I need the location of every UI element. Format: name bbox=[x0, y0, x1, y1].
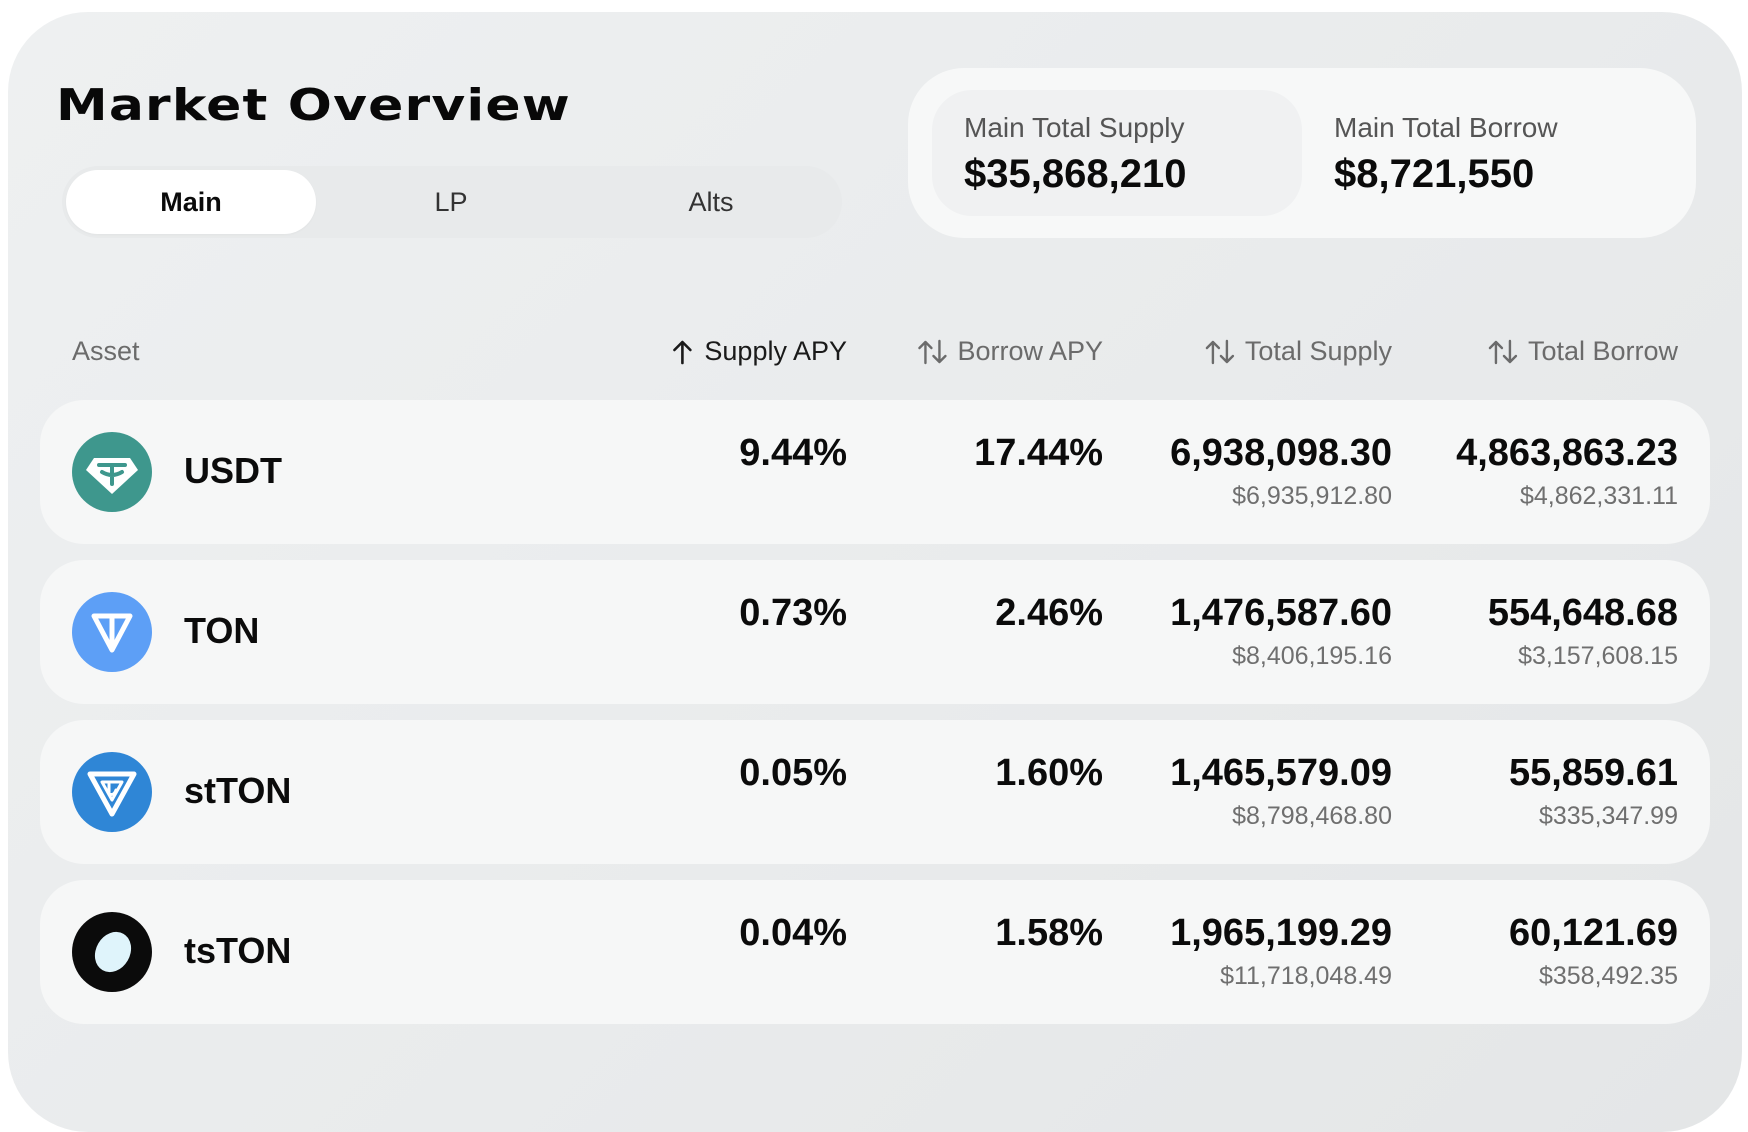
sort-updown-icon bbox=[918, 339, 947, 364]
column-header-total-supply-label: Total Supply bbox=[1244, 336, 1392, 366]
total-supply-amount: 1,476,587.60 bbox=[1170, 592, 1392, 634]
total-supply-usd: $11,718,048.49 bbox=[1220, 962, 1392, 990]
total-supply-value: $35,868,210 bbox=[964, 152, 1187, 196]
supply-apy: 0.73% bbox=[739, 592, 847, 634]
table-row-ton[interactable]: TON 0.73% 2.46% 1,476,587.60 $8,406,195.… bbox=[40, 560, 1710, 704]
total-supply-card: Main Total Supply $35,868,210 bbox=[932, 90, 1302, 216]
borrow-apy: 2.46% bbox=[995, 592, 1103, 634]
supply-apy: 0.05% bbox=[739, 752, 847, 794]
table-row-tston[interactable]: tsTON 0.04% 1.58% 1,965,199.29 $11,718,0… bbox=[40, 880, 1710, 1024]
borrow-apy: 1.60% bbox=[995, 752, 1103, 794]
total-supply-usd: $8,406,195.16 bbox=[1232, 642, 1392, 670]
supply-apy: 9.44% bbox=[739, 432, 847, 474]
total-supply-usd: $8,798,468.80 bbox=[1232, 802, 1392, 830]
borrow-apy: 1.58% bbox=[995, 912, 1103, 954]
ton-icon bbox=[72, 592, 152, 672]
total-borrow-value: $8,721,550 bbox=[1334, 152, 1535, 196]
table-row-usdt[interactable]: USDT 9.44% 17.44% 6,938,098.30 $6,935,91… bbox=[40, 400, 1710, 544]
supply-apy: 0.04% bbox=[739, 912, 847, 954]
borrow-apy: 17.44% bbox=[974, 432, 1103, 474]
page-title: Market Overview bbox=[56, 80, 571, 131]
tab-alts[interactable]: Alts bbox=[688, 186, 734, 217]
asset-name: tsTON bbox=[184, 930, 292, 971]
column-header-total-borrow-label: Total Borrow bbox=[1527, 336, 1678, 366]
total-supply-amount: 1,465,579.09 bbox=[1170, 752, 1392, 794]
total-borrow-usd: $3,157,608.15 bbox=[1518, 642, 1678, 670]
column-header-borrow-apy-label: Borrow APY bbox=[957, 336, 1103, 366]
arrow-up-icon bbox=[673, 340, 692, 364]
total-supply-amount: 1,965,199.29 bbox=[1170, 912, 1392, 954]
market-tabs: Main LP Alts bbox=[62, 166, 842, 238]
total-borrow-amount: 55,859.61 bbox=[1508, 752, 1678, 794]
column-header-total-supply[interactable]: Total Supply bbox=[1205, 336, 1392, 367]
asset-name: USDT bbox=[184, 450, 282, 491]
total-supply-usd: $6,935,912.80 bbox=[1232, 482, 1392, 510]
asset-name: stTON bbox=[184, 770, 292, 811]
total-borrow-usd: $335,347.99 bbox=[1538, 802, 1678, 830]
column-header-asset-label: Asset bbox=[72, 336, 140, 366]
total-borrow-amount: 554,648.68 bbox=[1487, 592, 1678, 634]
total-borrow-usd: $4,862,331.11 bbox=[1519, 482, 1678, 510]
tston-icon bbox=[72, 912, 152, 992]
usdt-icon bbox=[72, 432, 152, 512]
sort-updown-icon bbox=[1488, 339, 1518, 364]
total-supply-label: Main Total Supply bbox=[964, 112, 1185, 143]
totals-summary: Main Total Supply $35,868,210 Main Total… bbox=[908, 68, 1696, 238]
total-borrow-amount: 4,863,863.23 bbox=[1456, 432, 1678, 474]
tab-main[interactable]: Main bbox=[66, 170, 316, 234]
stton-icon bbox=[72, 752, 152, 832]
column-header-borrow-apy[interactable]: Borrow APY bbox=[917, 336, 1103, 367]
column-header-asset: Asset bbox=[72, 336, 140, 367]
total-borrow-usd: $358,492.35 bbox=[1538, 962, 1678, 990]
sort-updown-icon bbox=[1205, 339, 1235, 364]
table-row-stton[interactable]: stTON 0.05% 1.60% 1,465,579.09 $8,798,46… bbox=[40, 720, 1710, 864]
column-header-supply-apy-label: Supply APY bbox=[704, 336, 847, 366]
total-borrow-label: Main Total Borrow bbox=[1334, 112, 1558, 143]
column-header-supply-apy[interactable]: Supply APY bbox=[670, 336, 847, 367]
total-borrow-card: Main Total Borrow $8,721,550 bbox=[1302, 90, 1672, 216]
total-borrow-amount: 60,121.69 bbox=[1508, 912, 1678, 954]
total-supply-amount: 6,938,098.30 bbox=[1170, 432, 1392, 474]
column-header-total-borrow[interactable]: Total Borrow bbox=[1488, 336, 1678, 367]
asset-name: TON bbox=[184, 610, 260, 651]
tab-lp[interactable]: LP bbox=[434, 186, 468, 217]
